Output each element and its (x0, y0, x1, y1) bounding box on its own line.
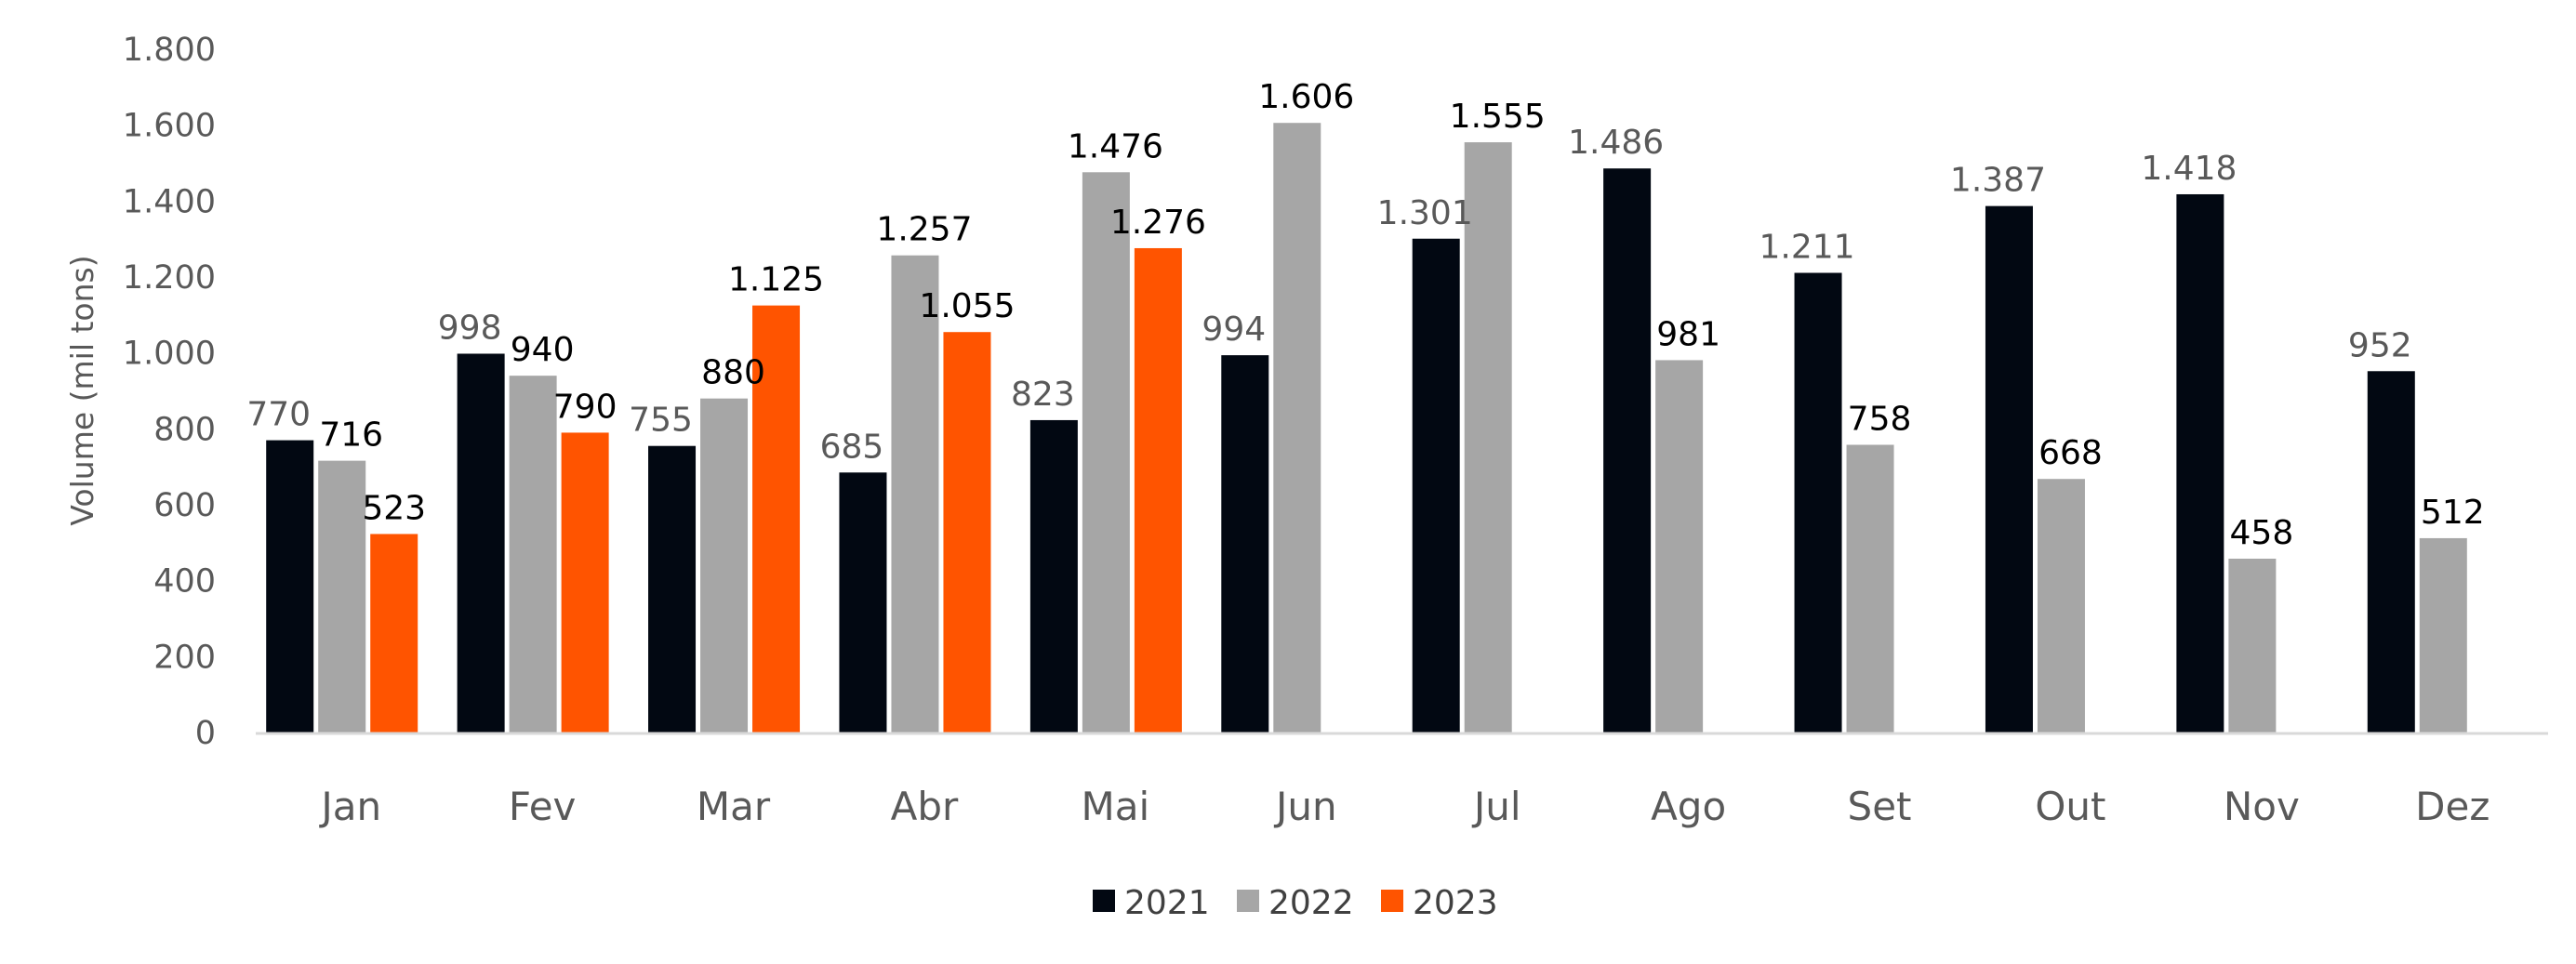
data-label: 685 (820, 428, 884, 466)
x-tick-label: Out (2035, 784, 2105, 829)
data-label: 523 (362, 489, 426, 527)
x-tick-label: Ago (1651, 784, 1726, 829)
bar-2021-Mar (648, 445, 697, 733)
data-label: 952 (2348, 326, 2412, 364)
x-tick-label: Jun (1273, 784, 1337, 829)
data-label: 755 (629, 402, 693, 440)
data-label: 758 (1848, 400, 1912, 438)
bar-2021-Ago (1603, 168, 1652, 733)
data-label: 1.476 (1068, 127, 1163, 165)
bar-2022-Dez (2419, 537, 2467, 733)
x-tick-label: Fev (509, 784, 577, 829)
data-label: 716 (319, 416, 383, 455)
y-tick-label: 200 (153, 639, 216, 676)
bar-2022-Nov (2228, 558, 2277, 733)
data-label: 1.555 (1450, 98, 1546, 136)
data-label: 998 (438, 309, 502, 347)
bar-2021-Dez (2367, 371, 2415, 733)
data-label: 1.301 (1377, 194, 1473, 232)
bar-2022-Jan (318, 460, 366, 733)
legend-swatch-2023 (1381, 890, 1403, 912)
legend: 2021 2022 2023 (1093, 884, 1498, 922)
y-tick-label: 1.800 (123, 32, 216, 69)
x-tick-label: Mai (1082, 784, 1150, 829)
bar-2021-Out (1985, 205, 2033, 733)
y-tick-label: 0 (195, 715, 216, 752)
legend-label: 2021 (1124, 884, 1210, 922)
bar-2023-Mai (1134, 247, 1182, 733)
data-label: 940 (511, 331, 575, 369)
data-label: 1.055 (919, 287, 1015, 325)
x-tick-label: Nov (2224, 784, 2300, 829)
data-label: 994 (1202, 310, 1266, 349)
data-label: 1.387 (1950, 162, 2046, 200)
bar-2022-Mai (1082, 172, 1130, 733)
bar-2023-Abr (943, 332, 991, 733)
data-label: 1.125 (728, 261, 824, 299)
y-tick-label: 1.400 (123, 183, 216, 220)
y-axis-ticks: 0 200 400 600 800 1.000 1.200 1.400 1.600 1.800 (123, 32, 216, 752)
bar-2021-Mai (1029, 419, 1078, 733)
data-label: 770 (246, 396, 311, 434)
bar-2022-Set (1846, 444, 1894, 733)
legend-swatch-2022 (1237, 890, 1259, 912)
x-tick-label: Mar (697, 784, 771, 829)
data-label: 790 (553, 388, 617, 426)
data-label: 458 (2230, 514, 2294, 552)
data-label: 668 (2038, 434, 2103, 472)
bar-2021-Nov (2176, 193, 2224, 733)
y-tick-label: 1.200 (123, 259, 216, 297)
data-label: 512 (2421, 494, 2485, 532)
x-axis-ticks: Jan Fev Mar Abr Mai Jun Jul Ago Set Out Nov Dez (318, 784, 2490, 829)
bar-2021-Jun (1221, 355, 1269, 733)
legend-label: 2022 (1268, 884, 1354, 922)
bar-2023-Mar (752, 305, 801, 733)
y-tick-label: 1.600 (123, 108, 216, 145)
bar-2021-Set (1794, 272, 1842, 733)
y-axis-label: Volume (mil tons) (64, 255, 100, 525)
data-label: 1.486 (1568, 124, 1664, 162)
data-label: 1.606 (1258, 78, 1354, 116)
bar-2021-Fev (457, 353, 505, 733)
y-tick-label: 800 (153, 411, 216, 448)
bar-2023-Jan (370, 534, 418, 733)
data-label: 981 (1656, 315, 1720, 353)
bar-2022-Fev (509, 376, 557, 733)
data-label: 880 (701, 354, 765, 392)
x-tick-label: Dez (2415, 784, 2490, 829)
data-label: 1.257 (876, 211, 972, 249)
bar-2022-Abr (891, 255, 939, 733)
bar-2021-Abr (839, 472, 887, 733)
bar-2022-Mar (700, 398, 749, 733)
y-tick-label: 400 (153, 563, 216, 601)
x-tick-label: Abr (891, 784, 959, 829)
bar-2021-Jan (266, 440, 314, 733)
y-tick-label: 600 (153, 487, 216, 524)
legend-swatch-2021 (1093, 890, 1115, 912)
bar-2022-Jun (1273, 123, 1321, 733)
bar-2022-Ago (1655, 360, 1704, 733)
bar-2021-Jul (1412, 238, 1460, 733)
bar-2022-Out (2037, 479, 2085, 733)
x-tick-label: Set (1848, 784, 1912, 829)
x-tick-label: Jan (318, 784, 381, 829)
bar-2023-Fev (561, 432, 609, 733)
bars (266, 123, 2467, 733)
data-label: 823 (1011, 376, 1075, 414)
bar-2022-Jul (1464, 142, 1512, 733)
data-label: 1.418 (2141, 150, 2237, 188)
x-tick-label: Jul (1471, 784, 1521, 829)
y-tick-label: 1.000 (123, 336, 216, 373)
legend-label: 2023 (1413, 884, 1498, 922)
data-label: 1.276 (1110, 204, 1206, 242)
data-label: 1.211 (1759, 229, 1855, 267)
